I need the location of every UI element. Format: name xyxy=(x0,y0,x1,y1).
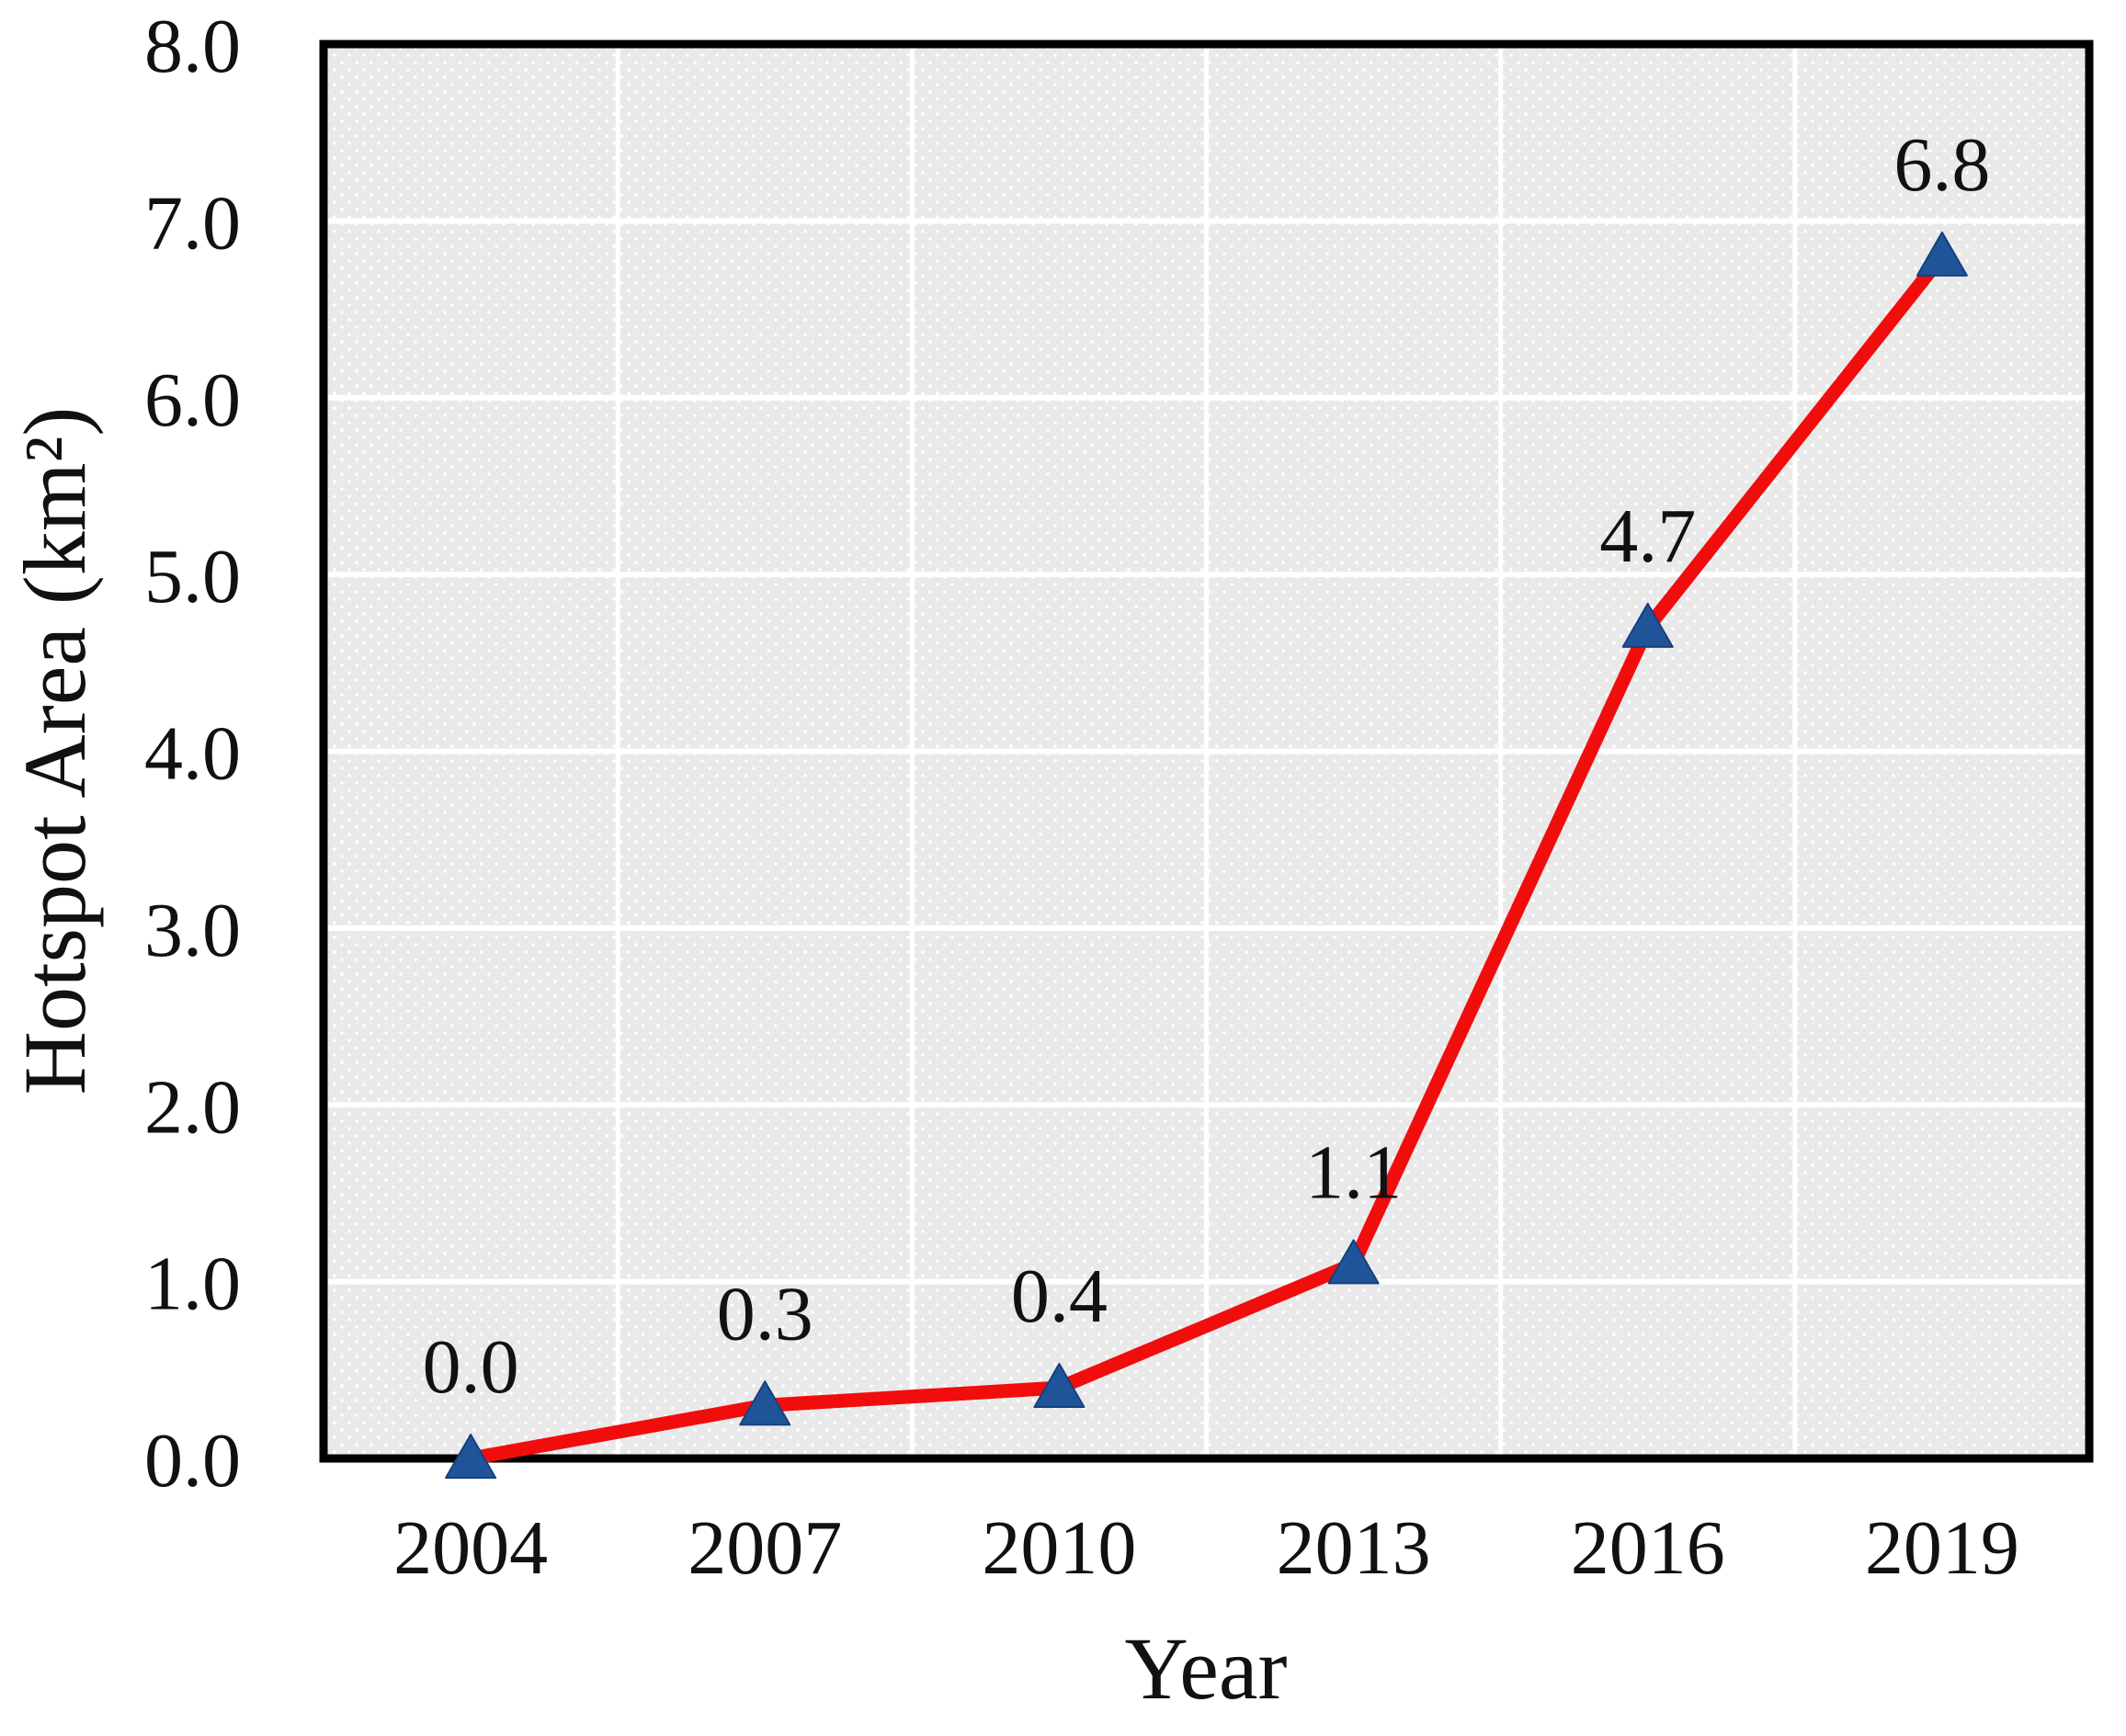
data-point-label: 4.7 xyxy=(1599,494,1696,579)
x-tick-label: 2004 xyxy=(393,1505,548,1591)
y-tick-label: 6.0 xyxy=(144,357,241,443)
y-tick-label: 0.0 xyxy=(144,1418,241,1503)
data-point-marker xyxy=(739,1380,791,1426)
data-point-label: 0.3 xyxy=(717,1271,813,1356)
y-axis-title: Hotspot Area (km²) xyxy=(6,407,104,1095)
y-tick-label: 5.0 xyxy=(144,534,241,619)
data-series xyxy=(445,231,1968,1479)
y-tick-label: 2.0 xyxy=(144,1064,241,1150)
y-tick-label: 8.0 xyxy=(144,4,241,89)
x-tick-label: 2019 xyxy=(1865,1505,2019,1591)
x-tick-label: 2013 xyxy=(1277,1505,1431,1591)
data-point-label: 0.0 xyxy=(423,1324,519,1410)
x-tick-label: 2007 xyxy=(688,1505,842,1591)
data-point-marker xyxy=(1327,1239,1380,1285)
gridlines xyxy=(324,44,2089,1458)
data-point-marker xyxy=(445,1434,497,1479)
data-point-label: 1.1 xyxy=(1305,1129,1402,1215)
y-tick-label: 4.0 xyxy=(144,711,241,797)
y-tick-label: 7.0 xyxy=(144,180,241,266)
data-point-marker xyxy=(1916,231,1968,277)
x-axis-title: Year xyxy=(1125,1619,1288,1718)
x-tick-label: 2010 xyxy=(982,1505,1136,1591)
data-point-label: 0.4 xyxy=(1011,1254,1108,1339)
y-axis-tick-labels: 0.0 1.0 2.0 3.0 4.0 5.0 6.0 7.0 8.0 xyxy=(144,4,241,1503)
y-tick-label: 1.0 xyxy=(144,1242,241,1327)
data-point-label: 6.8 xyxy=(1893,122,1990,208)
x-axis-tick-labels: 2004 2007 2010 2013 2016 2019 xyxy=(393,1505,2019,1591)
y-tick-label: 3.0 xyxy=(144,888,241,973)
data-point-marker xyxy=(1033,1363,1086,1409)
data-point-labels: 0.0 0.3 0.4 1.1 4.7 6.8 xyxy=(423,122,1991,1410)
series-line xyxy=(463,249,1950,1466)
data-point-marker xyxy=(1621,602,1674,648)
plot-border xyxy=(319,40,2094,1463)
x-tick-label: 2016 xyxy=(1571,1505,1725,1591)
